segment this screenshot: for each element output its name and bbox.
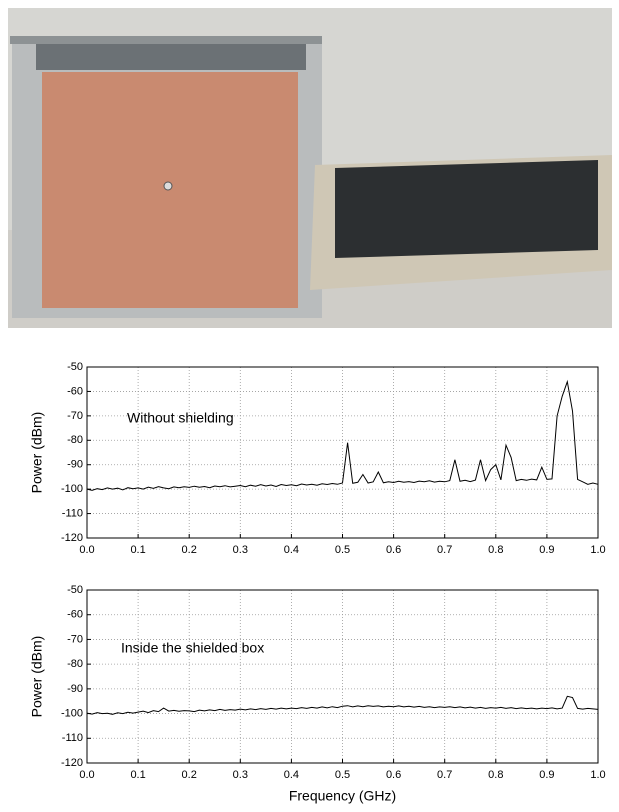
annotation: Without shielding xyxy=(127,410,234,426)
y-tick-label: -70 xyxy=(67,410,83,422)
y-tick-label: -100 xyxy=(61,483,83,495)
x-tick-label: 0.8 xyxy=(488,544,503,556)
x-axis-label: Frequency (GHz) xyxy=(289,788,396,804)
x-tick-label: 0.0 xyxy=(79,544,94,556)
y-tick-label: -100 xyxy=(61,707,83,719)
x-tick-label: 0.4 xyxy=(284,544,299,556)
y-axis-label: Power (dBm) xyxy=(29,636,45,718)
y-tick-label: -120 xyxy=(61,757,83,769)
annotation: Inside the shielded box xyxy=(121,640,264,656)
x-tick-label: 0.5 xyxy=(335,769,350,781)
y-tick-label: -90 xyxy=(67,459,83,471)
y-axis-label: Power (dBm) xyxy=(29,412,45,494)
x-tick-label: 0.6 xyxy=(386,769,401,781)
photo xyxy=(8,8,612,328)
y-tick-label: -60 xyxy=(67,609,83,621)
x-tick-label: 0.3 xyxy=(233,769,248,781)
x-tick-label: 0.2 xyxy=(182,544,197,556)
y-tick-label: -80 xyxy=(67,434,83,446)
y-tick-label: -60 xyxy=(67,385,83,397)
y-tick-label: -50 xyxy=(67,361,83,373)
x-tick-label: 0.9 xyxy=(539,769,554,781)
connector xyxy=(163,181,173,191)
y-tick-label: -110 xyxy=(62,507,83,519)
x-tick-label: 0.9 xyxy=(539,544,554,556)
spectrum-line xyxy=(86,379,599,491)
x-tick-label: 0.1 xyxy=(130,769,145,781)
x-tick-label: 1.0 xyxy=(590,769,605,781)
y-tick-label: -90 xyxy=(67,683,83,695)
plot-frame xyxy=(86,366,599,539)
x-tick-label: 0.8 xyxy=(488,769,503,781)
box-lid xyxy=(10,36,322,44)
absorber-panel xyxy=(335,160,598,258)
y-tick-label: -70 xyxy=(67,633,83,645)
x-tick-label: 0.5 xyxy=(335,544,350,556)
x-tick-label: 0.0 xyxy=(79,769,94,781)
y-tick-label: -80 xyxy=(67,658,83,670)
x-tick-label: 0.7 xyxy=(437,544,452,556)
spectrum-line xyxy=(86,695,599,715)
x-tick-label: 0.3 xyxy=(233,544,248,556)
plot-frame xyxy=(86,589,599,764)
x-tick-label: 0.1 xyxy=(130,544,145,556)
x-tick-label: 0.7 xyxy=(437,769,452,781)
x-tick-label: 0.6 xyxy=(386,544,401,556)
y-tick-label: -120 xyxy=(61,532,83,544)
box-strip xyxy=(36,44,306,70)
y-tick-label: -110 xyxy=(62,732,83,744)
x-tick-label: 0.4 xyxy=(284,769,299,781)
y-tick-label: -50 xyxy=(67,584,83,596)
x-tick-label: 1.0 xyxy=(590,544,605,556)
x-tick-label: 0.2 xyxy=(182,769,197,781)
